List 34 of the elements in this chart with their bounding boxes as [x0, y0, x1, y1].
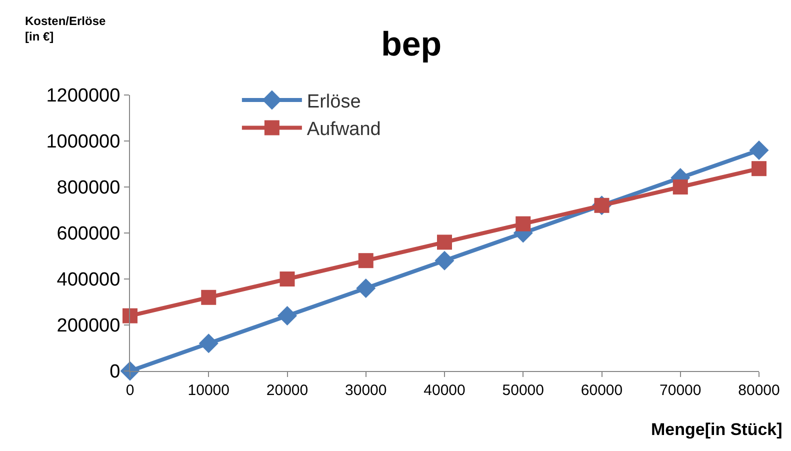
x-tick-label: 10000 [188, 382, 230, 399]
y-tick-label: 1200000 [46, 86, 120, 107]
point [280, 272, 295, 286]
point [278, 306, 297, 326]
y-axis-title: Kosten/Erlöse [in €] [25, 14, 106, 44]
point [198, 334, 218, 354]
y-tick-label: 800000 [56, 178, 120, 199]
point [752, 161, 766, 176]
x-tick-label: 40000 [424, 382, 466, 399]
x-tick-label: 30000 [345, 382, 387, 399]
point [201, 290, 216, 305]
y-tick-label: 600000 [56, 224, 120, 245]
x-tick-label: 80000 [738, 382, 780, 399]
y-tick-label: 400000 [56, 270, 120, 291]
y-tick-label: 0 [110, 362, 120, 383]
y-tick-label: 200000 [56, 316, 120, 337]
chart-title: bep [381, 25, 442, 64]
point [434, 250, 454, 270]
x-tick-label: 70000 [660, 382, 702, 399]
point [749, 140, 769, 160]
point [122, 308, 138, 324]
point [672, 180, 688, 194]
x-tick-label: 20000 [266, 382, 308, 399]
y-tick-label: 1000000 [46, 132, 120, 153]
x-tick-label: 0 [126, 382, 134, 399]
x-tick-label: 60000 [580, 382, 623, 399]
point [516, 216, 531, 232]
legend-label: Erlöse [306, 91, 361, 112]
legend-label: Aufwand [306, 119, 381, 140]
point [358, 253, 374, 268]
x-tick-label: 50000 [502, 382, 544, 399]
x-axis-title: Menge[in Stück] [651, 420, 782, 439]
point [356, 278, 376, 298]
point [437, 234, 452, 250]
